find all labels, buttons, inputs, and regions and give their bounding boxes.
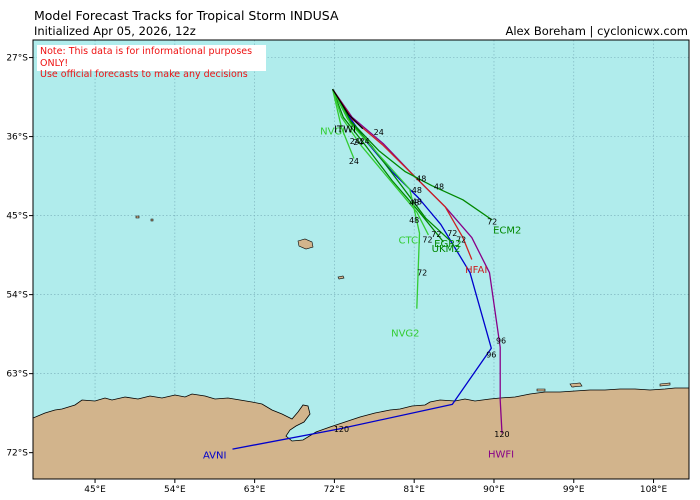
forecast-hour-label: 24 [350, 137, 360, 146]
antarctica-landmass [33, 387, 689, 479]
forecast-hour-label: 24 [359, 137, 369, 146]
model-label-nvg2: NVG2 [391, 328, 419, 339]
model-label-hwfi: HWFI [488, 450, 514, 461]
disclaimer-line-2: Use official forecasts to make any decis… [40, 69, 248, 80]
forecast-hour-label: 24 [353, 138, 363, 147]
credit-text: Alex Boreham | cyclonicwx.com [505, 24, 688, 38]
island [569, 382, 583, 388]
forecast-hour-label: 48 [409, 198, 419, 207]
chart-title: Model Forecast Tracks for Tropical Storm… [34, 8, 339, 23]
model-label-ukm2: UKM2 [432, 244, 461, 255]
forecast-hour-label: 48 [412, 198, 422, 207]
forecast-hour-label: 72 [447, 229, 457, 238]
island [337, 275, 345, 280]
forecast-hour-label: 72 [431, 230, 441, 239]
chart-subtitle: Initialized Apr 05, 2026, 12z [34, 24, 196, 38]
track-ctci [331, 89, 429, 236]
forecast-hour-label: 48 [416, 175, 426, 184]
island [536, 388, 546, 392]
model-label-ecm2: ECM2 [493, 226, 521, 237]
track-ecm2 [332, 88, 493, 221]
forecast-hour-label: 24 [374, 128, 384, 137]
model-label-hfai: HFAI [465, 265, 487, 276]
lat-tick-label: 63°S [6, 370, 28, 380]
island [297, 238, 314, 250]
island [150, 218, 154, 222]
track-hwfi [332, 88, 503, 434]
lat-tick-label: 45°S [6, 212, 28, 222]
island [135, 215, 140, 219]
forecast-hour-label: 72 [422, 235, 432, 244]
disclaimer-box: Note: This data is for informational pur… [37, 45, 266, 80]
model-label-itwi: ITWI [334, 125, 356, 136]
lon-tick-label: 108°E [640, 485, 668, 495]
model-label-ctci: CTCI [399, 235, 421, 246]
model-label-nvgi: NVGI [320, 126, 345, 137]
track-nvg2 [332, 88, 421, 309]
forecast-hour-label: 24 [349, 157, 359, 166]
lon-tick-label: 90°E [483, 485, 505, 495]
forecast-hour-label: 72 [417, 269, 427, 278]
lon-tick-label: 54°E [164, 485, 186, 495]
lat-tick-label: 54°S [6, 291, 28, 301]
forecast-hour-label: 72 [487, 218, 497, 227]
forecast-hour-label: 48 [434, 183, 444, 192]
forecast-hour-label: 96 [486, 350, 496, 359]
lon-tick-label: 81°E [403, 485, 425, 495]
lon-tick-label: 99°E [563, 485, 585, 495]
model-label-egr2: EGR2 [434, 239, 461, 250]
forecast-hour-label: 120 [334, 425, 349, 434]
track-ukm2 [331, 88, 444, 243]
lat-tick-label: 36°S [6, 133, 28, 143]
track-nvgi [331, 89, 355, 159]
axis-ticks: 27°S 36°S 45°S 54°S 63°S 72°S 45°E 54°E 63°E 72°E… [6, 54, 667, 495]
track-itwi [332, 88, 364, 130]
model-tracks: 96120AVNI96120HWFI4872HFAI244872ECM22448… [203, 88, 521, 461]
plot-frame [32, 39, 690, 480]
forecast-hour-label: 96 [496, 336, 506, 345]
forecast-hour-label: 48 [412, 186, 422, 195]
lat-tick-label: 27°S [6, 54, 28, 64]
island [659, 382, 671, 387]
forecast-hour-label: 72 [456, 235, 466, 244]
lon-tick-label: 63°E [244, 485, 266, 495]
lon-tick-label: 72°E [324, 485, 346, 495]
lon-tick-label: 45°E [84, 485, 106, 495]
lat-tick-label: 72°S [6, 449, 28, 459]
forecast-hour-label: 48 [409, 216, 419, 225]
land-layer [33, 215, 689, 479]
model-label-avni: AVNI [203, 450, 226, 461]
forecast-hour-label: 120 [494, 430, 509, 439]
disclaimer-line-1: Note: This data is for informational pur… [40, 46, 253, 69]
